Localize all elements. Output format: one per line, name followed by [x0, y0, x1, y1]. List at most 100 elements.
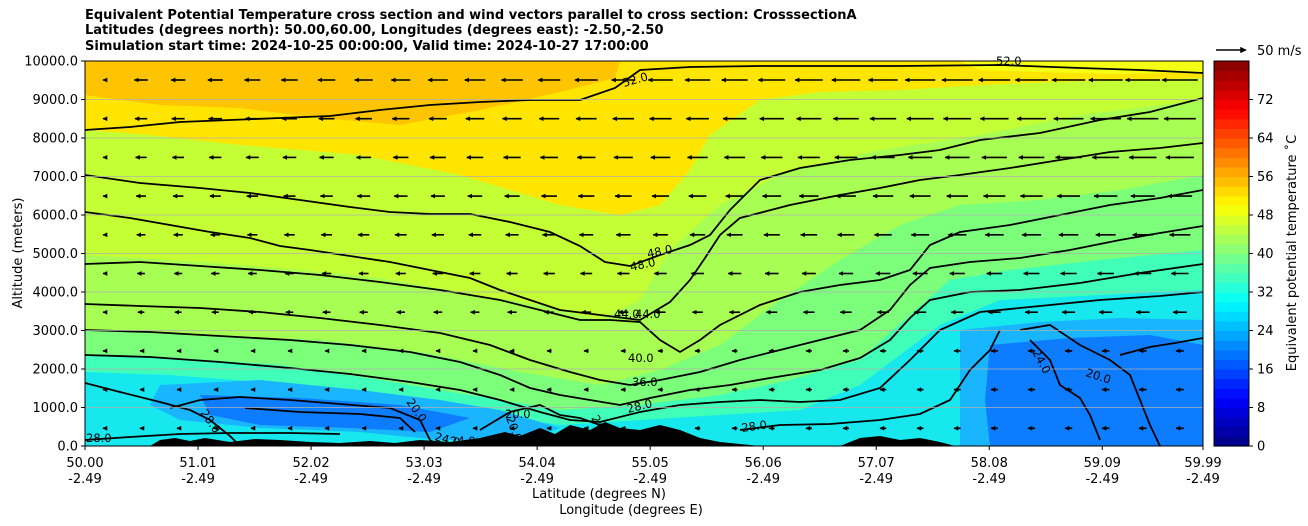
colorbar-band [1214, 426, 1249, 437]
x-tick-label-lon: -2.49 [68, 472, 102, 487]
contour-20 [169, 396, 441, 446]
contour-24-mid [479, 404, 611, 441]
colorbar-band [1214, 253, 1249, 264]
chart-title-line-3: Simulation start time: 2024-10-25 00:00:… [85, 39, 649, 54]
x-tick-label-lon: -2.49 [407, 472, 441, 487]
colorbar-band [1214, 301, 1249, 312]
contour-label: 28.0 [86, 431, 112, 445]
contour-28-right [739, 329, 1001, 431]
y-tick-label: 10000.0 [24, 55, 78, 70]
colorbar-band [1214, 397, 1249, 409]
colorbar-band [1214, 195, 1249, 206]
y-tick-label: 8000.0 [33, 132, 79, 147]
colorbar-band [1214, 186, 1249, 197]
colorbar-band [1214, 349, 1249, 360]
x-axis-label-longitude: Longitude (degrees E) [559, 503, 703, 518]
contour-24-right [1019, 324, 1161, 446]
x-tick-label-lon: -2.49 [972, 472, 1006, 487]
x-tick-label-lon: -2.49 [520, 472, 554, 487]
colorbar-band [1214, 147, 1249, 158]
contour-44 [85, 142, 1203, 321]
contour-label: 44.0 [614, 307, 640, 321]
band-top-orange [85, 61, 620, 125]
x-axis: 50.00-2.4951.01-2.4952.02-2.4953.03-2.49… [66, 446, 1222, 487]
terrain [150, 422, 955, 446]
contour-label: 24.0 [450, 434, 476, 448]
colorbar-band [1214, 272, 1249, 283]
y-tick-label: 6000.0 [33, 209, 79, 224]
colorbar-band [1214, 166, 1249, 178]
colorbar-tick-label: 72 [1257, 93, 1274, 108]
x-tick-label-lon: -2.49 [181, 472, 215, 487]
contour-label: 28.0 [740, 418, 767, 435]
theta-e-contours [85, 64, 1203, 446]
x-tick-label-lon: -2.49 [1186, 472, 1220, 487]
y-gridlines [85, 99, 1203, 408]
x-tick-label-lat: 56.06 [745, 456, 782, 471]
colorbar-tick-label: 56 [1257, 170, 1274, 185]
x-tick-label-lat: 54.04 [519, 456, 556, 471]
x-tick-label-lat: 51.01 [179, 456, 216, 471]
colorbar-band [1214, 320, 1249, 332]
colorbar-band [1214, 407, 1249, 418]
colorbar-band [1214, 109, 1249, 120]
contour-28-upper [85, 291, 1203, 423]
colorbar-band [1214, 340, 1249, 351]
chart-title-line-2: Latitudes (degrees north): 50.00,60.00, … [85, 23, 664, 38]
colorbar-band [1214, 157, 1249, 168]
colorbar-band [1214, 176, 1249, 187]
colorbar-band [1214, 61, 1249, 72]
colorbar-band [1214, 311, 1249, 322]
colorbar-ticks: 0 8 16 24 32 40 48 56 64 72 [1249, 93, 1274, 455]
x-tick-label-lat: 55.05 [632, 456, 669, 471]
x-tick-label-lat: 58.08 [971, 456, 1008, 471]
x-tick-label-lat: 57.07 [858, 456, 895, 471]
contour-28-left [85, 382, 241, 446]
colorbar-band [1214, 417, 1249, 428]
colorbar-band [1214, 224, 1249, 235]
colorbar-tick-label: 8 [1257, 401, 1265, 416]
colorbar-band [1214, 292, 1249, 303]
colorbar-band [1214, 234, 1249, 245]
x-tick-label-lat: 53.03 [405, 456, 442, 471]
colorbar-tick-label: 32 [1257, 286, 1274, 301]
y-tick-label: 3000.0 [33, 324, 79, 339]
colorbar-tick-label: 24 [1257, 324, 1274, 339]
x-tick-label-lat: 59.09 [1084, 456, 1121, 471]
y-tick-label: 5000.0 [33, 247, 79, 262]
contour-label: 40.0 [628, 351, 654, 365]
colorbar-band [1214, 215, 1249, 226]
x-tick-label-lon: -2.49 [746, 472, 780, 487]
contour-36 [85, 225, 1203, 386]
colorbar-band [1214, 128, 1249, 139]
y-axis-label: Altitude (meters) [11, 198, 26, 309]
y-tick-label: 7000.0 [33, 170, 79, 185]
quiver-key-label: 50 m/s [1257, 44, 1302, 59]
x-tick-label-lon: -2.49 [294, 472, 328, 487]
colorbar-band [1214, 263, 1249, 274]
colorbar-band [1214, 359, 1249, 370]
x-tick-label-lon: -2.49 [633, 472, 667, 487]
colorbar-band [1214, 80, 1249, 91]
colorbar-tick-label: 48 [1257, 209, 1274, 224]
colorbar-band [1214, 99, 1249, 110]
contour-48 [85, 97, 1203, 267]
contour-40 [85, 189, 1203, 354]
colorbar-tick-label: 64 [1257, 132, 1274, 147]
contour-label: 48.0 [629, 255, 657, 274]
contour-label: 48.0 [646, 242, 674, 261]
contour-label: 24.0 [433, 429, 461, 449]
y-tick-label: 2000.0 [33, 363, 79, 378]
contour-20-right2 [1119, 337, 1203, 356]
y-axis: 0.0 1000.0 2000.0 3000.0 4000.0 5000.0 6000.0 7… [24, 55, 85, 455]
contour-label: 52.0 [996, 54, 1022, 68]
colorbar-band [1214, 70, 1249, 81]
colorbar-band [1214, 282, 1249, 293]
colorbar-band [1214, 118, 1249, 129]
x-tick-label-lat: 52.02 [292, 456, 329, 471]
colorbar-band [1214, 205, 1249, 216]
contour-20-right [1029, 339, 1101, 441]
colorbar-tick-label: 40 [1257, 247, 1274, 262]
x-tick-label-lon: -2.49 [859, 472, 893, 487]
